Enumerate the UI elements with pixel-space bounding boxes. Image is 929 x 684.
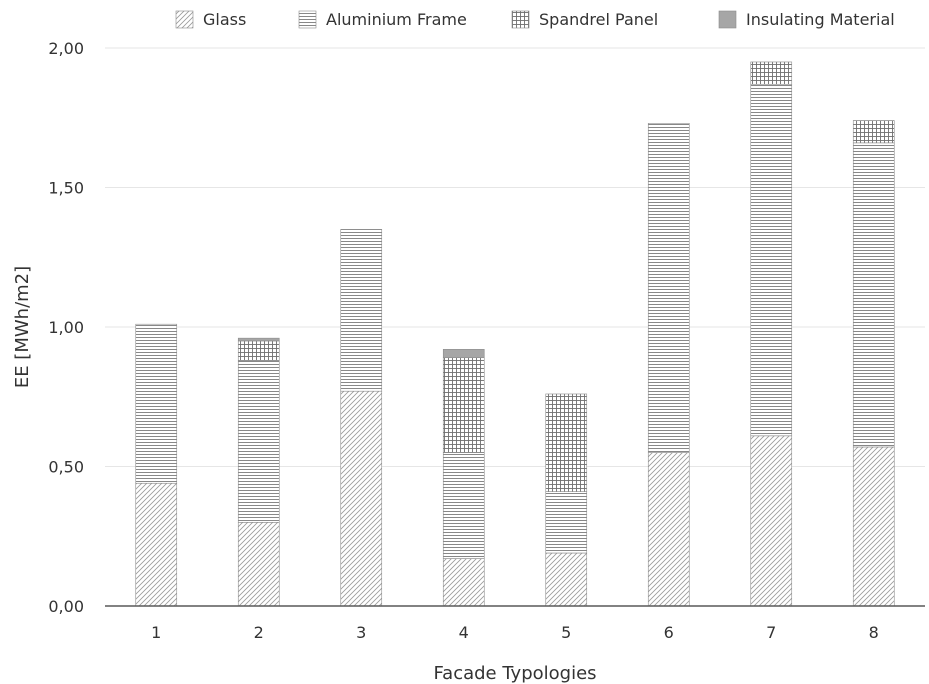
legend-label: Glass [203,10,246,29]
legend-item-spandrel-panel: Spandrel Panel [511,10,658,29]
x-tick-label: 8 [869,623,879,642]
bar-stack-8 [852,120,895,607]
bar-segment-glass [340,390,383,607]
bar-segment-glass [545,552,588,607]
legend-label: Insulating Material [746,10,895,29]
bar-segment-glass [237,521,280,607]
bar-stack-2 [237,337,280,607]
bar-segment-aluminium-frame [237,360,280,523]
bar-segment-spandrel-panel [750,61,793,85]
x-tick-label: 1 [151,623,161,642]
bar-segment-aluminium-frame [647,123,690,453]
bar-segment-glass [647,452,690,607]
bar-segment-aluminium-frame [852,142,895,448]
legend-item-aluminium-frame: Aluminium Frame [298,10,467,29]
bar-segment-spandrel-panel [237,340,280,361]
x-axis-title: Facade Typologies [433,663,596,684]
y-tick-label: 1,50 [48,179,84,198]
gridlines [105,47,925,467]
y-tick-label: 0,50 [48,458,84,477]
legend-swatch [718,10,737,29]
legend-swatch [175,10,194,29]
x-tick-label: 2 [254,623,264,642]
bar-segment-glass [135,482,178,607]
bar-segment-glass [750,435,793,607]
bar-segment-glass [442,558,485,607]
bar-segment-insulating-material [237,337,280,342]
bar-segment-aluminium-frame [135,323,178,484]
legend: Glass Aluminium Frame Spandrel Panel Insula… [175,10,895,29]
legend-swatch [298,10,317,29]
bar-segment-spandrel-panel [442,357,485,453]
y-axis-title: EE [MWh/m2] [12,266,33,388]
legend-swatch [511,10,530,29]
legend-item-glass: Glass [175,10,246,29]
bar-segment-spandrel-panel [545,393,588,492]
bar-stack-3 [340,229,383,607]
x-tick-label: 3 [356,623,366,642]
bar-segment-aluminium-frame [750,83,793,437]
bar-stack-5 [545,393,588,607]
axes: 0,00 0,50 1,00 1,50 2,00 1 2 3 4 5 6 7 8 [48,39,925,642]
legend-label: Spandrel Panel [539,10,658,29]
y-tick-label: 0,00 [48,597,84,616]
bar-segment-glass [852,446,895,607]
x-tick-label: 5 [561,623,571,642]
y-tick-label: 1,00 [48,318,84,337]
bar-segment-insulating-material [442,349,485,358]
legend-item-insulating-material: Insulating Material [718,10,895,29]
bar-stack-7 [750,61,793,607]
y-tick-label: 2,00 [48,39,84,58]
bar-segment-aluminium-frame [340,229,383,392]
bar-stack-4 [442,349,485,607]
bars [135,61,895,607]
legend-label: Aluminium Frame [326,10,467,29]
bar-segment-aluminium-frame [442,452,485,559]
bar-stack-1 [135,323,178,607]
bar-stack-6 [647,123,690,607]
x-tick-label: 6 [664,623,674,642]
x-tick-label: 7 [766,623,776,642]
bar-segment-spandrel-panel [852,120,895,144]
bar-segment-aluminium-frame [545,491,588,554]
x-tick-label: 4 [459,623,469,642]
